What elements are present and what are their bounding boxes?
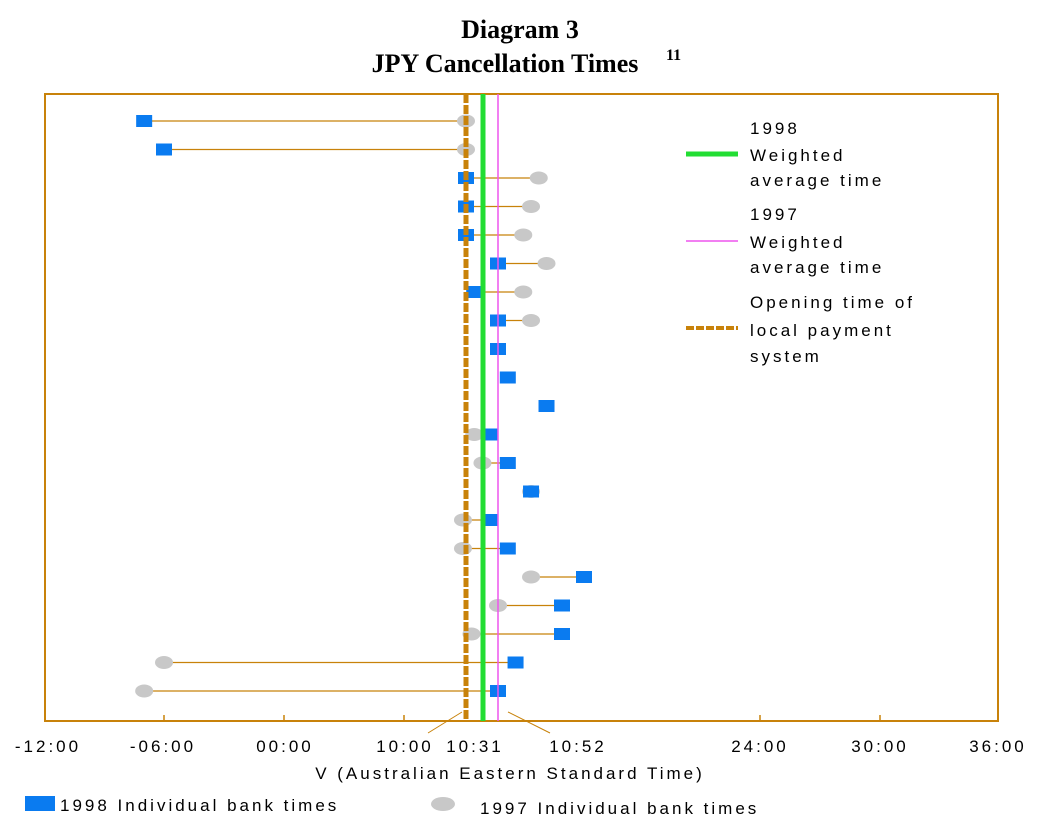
point-1998 bbox=[554, 628, 570, 640]
bottom-legend: 1998 Individual bank times 1997 Individu… bbox=[25, 796, 759, 818]
point-1997 bbox=[135, 684, 154, 698]
point-1998 bbox=[576, 571, 592, 583]
x-axis: -12:00 -06:00 00:00 10:00 10:31 10:52 24:00 30:… bbox=[15, 711, 1027, 756]
x-tick-leader bbox=[507, 711, 551, 734]
legend-avg1997-year: 1997 bbox=[750, 205, 800, 224]
x-tick-label: -12:00 bbox=[15, 737, 81, 756]
x-tick-label: -06:00 bbox=[130, 737, 196, 756]
bank-row bbox=[466, 285, 533, 299]
point-1997 bbox=[514, 228, 533, 242]
point-1998 bbox=[499, 457, 516, 469]
bank-row bbox=[522, 485, 541, 498]
x-axis-label: V (Australian Eastern Standard Time) bbox=[315, 764, 705, 783]
point-1998 bbox=[466, 286, 483, 298]
bank-row bbox=[458, 228, 533, 242]
point-1997 bbox=[465, 428, 484, 441]
x-tick-label: 00:00 bbox=[256, 737, 314, 756]
legend-avg1998-year: 1998 bbox=[750, 119, 800, 138]
bank-row bbox=[489, 599, 570, 612]
x-tick-label: 36:00 bbox=[969, 737, 1027, 756]
bank-row bbox=[490, 257, 556, 270]
point-1998 bbox=[136, 115, 153, 127]
legend-avg1997-label2: average time bbox=[750, 258, 884, 277]
point-1998 bbox=[554, 599, 570, 612]
point-1998 bbox=[507, 656, 524, 669]
point-1997 bbox=[522, 570, 541, 584]
legend-opening-label2: local payment bbox=[750, 321, 894, 340]
legend: 1998 Weighted average time 1997 Weighted… bbox=[686, 119, 915, 366]
point-1998 bbox=[523, 485, 540, 498]
point-1997 bbox=[453, 542, 472, 555]
bank-row bbox=[522, 570, 592, 584]
x-tick-label: 10:31 bbox=[446, 737, 504, 756]
bank-row bbox=[135, 684, 506, 698]
bank-row bbox=[462, 627, 570, 641]
x-tick-label: 10:52 bbox=[549, 737, 607, 756]
x-tick-label: 10:00 bbox=[376, 737, 434, 756]
chart-title: Diagram 3 bbox=[461, 15, 579, 44]
point-1997 bbox=[529, 171, 548, 185]
bank-row bbox=[136, 114, 475, 128]
legend-avg1998-label2: average time bbox=[750, 171, 884, 190]
point-1997 bbox=[155, 656, 173, 669]
point-1998 bbox=[499, 371, 516, 384]
point-1998 bbox=[538, 400, 555, 412]
x-tick-leader bbox=[427, 711, 463, 734]
x-tick-label: 24:00 bbox=[731, 737, 789, 756]
point-1997 bbox=[522, 200, 541, 213]
legend-avg1998-label1: Weighted bbox=[750, 146, 846, 165]
bank-row bbox=[538, 400, 555, 412]
legend-avg1997-label1: Weighted bbox=[750, 233, 846, 252]
point-1998 bbox=[156, 143, 172, 156]
legend-opening-label3: system bbox=[750, 347, 822, 366]
bank-row bbox=[499, 371, 516, 384]
point-1997 bbox=[537, 257, 556, 270]
bank-row bbox=[156, 143, 475, 156]
point-1997 bbox=[453, 513, 472, 527]
bank-row bbox=[458, 171, 548, 185]
legend-1998-marker bbox=[25, 796, 55, 811]
legend-1998-label: 1998 Individual bank times bbox=[60, 796, 339, 815]
bank-row bbox=[458, 200, 541, 213]
chart-subtitle: JPY Cancellation Times bbox=[372, 49, 639, 78]
bank-row bbox=[453, 513, 498, 527]
marks-layer bbox=[135, 114, 592, 698]
chart-subtitle-superscript: 11 bbox=[666, 47, 681, 64]
legend-1997-marker bbox=[431, 797, 455, 811]
point-1998 bbox=[499, 542, 516, 555]
bank-row bbox=[155, 656, 524, 669]
point-1997 bbox=[522, 314, 541, 327]
point-1997 bbox=[514, 285, 533, 299]
legend-opening-label1: Opening time of bbox=[750, 293, 915, 312]
bank-row bbox=[473, 456, 516, 470]
plot-frame bbox=[44, 93, 999, 722]
x-tick-label: 30:00 bbox=[851, 737, 909, 756]
legend-1997-label: 1997 Individual bank times bbox=[480, 799, 759, 818]
